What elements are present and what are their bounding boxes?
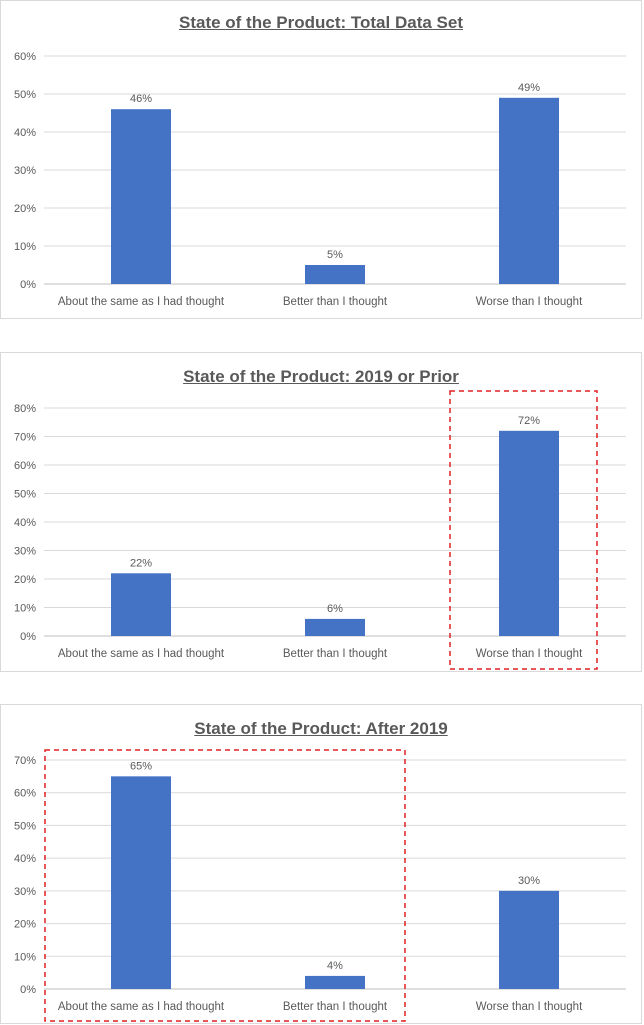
- y-tick-label: 20%: [14, 203, 36, 215]
- data-label: 22%: [130, 557, 152, 569]
- chart-title: State of the Product: After 2019: [194, 719, 448, 738]
- data-label: 4%: [327, 960, 343, 972]
- y-tick-label: 70%: [14, 755, 36, 767]
- y-tick-label: 70%: [14, 432, 36, 444]
- highlight-box: [449, 390, 598, 670]
- bar-2: [499, 97, 559, 284]
- data-label: 65%: [130, 760, 152, 772]
- y-tick-label: 30%: [14, 165, 36, 177]
- y-tick-label: 40%: [14, 517, 36, 529]
- y-tick-label: 60%: [14, 51, 36, 63]
- x-tick-label: About the same as I had thought: [58, 648, 225, 660]
- x-tick-label: Better than I thought: [283, 296, 388, 308]
- y-tick-label: 80%: [14, 403, 36, 415]
- chart-title: State of the Product: 2019 or Prior: [183, 367, 459, 386]
- x-tick-label: Better than I thought: [283, 648, 388, 660]
- bar-1: [305, 265, 365, 284]
- y-tick-label: 50%: [14, 489, 36, 501]
- y-tick-label: 40%: [14, 853, 36, 865]
- y-tick-label: 30%: [14, 546, 36, 558]
- bar-0: [111, 776, 171, 989]
- bar-2: [499, 430, 559, 636]
- y-tick-label: 10%: [14, 951, 36, 963]
- y-tick-label: 20%: [14, 919, 36, 931]
- bar-0: [111, 109, 171, 284]
- y-tick-label: 20%: [14, 574, 36, 586]
- bar-1: [305, 975, 365, 989]
- x-tick-label: About the same as I had thought: [58, 296, 225, 308]
- x-tick-label: Worse than I thought: [476, 648, 583, 660]
- data-label: 49%: [518, 82, 540, 94]
- y-tick-label: 0%: [20, 631, 36, 643]
- x-tick-label: Better than I thought: [283, 1001, 388, 1013]
- chart-panel-total: State of the Product: Total Data Set 0% 1…: [0, 0, 642, 319]
- highlight-box: [44, 749, 406, 1022]
- y-tick-label: 60%: [14, 460, 36, 472]
- x-tick-label: About the same as I had thought: [58, 1001, 225, 1013]
- y-tick-label: 40%: [14, 127, 36, 139]
- y-tick-label: 60%: [14, 788, 36, 800]
- bar-1: [305, 618, 365, 636]
- y-tick-label: 0%: [20, 984, 36, 996]
- chart-panel-2019-or-prior: State of the Product: 2019 or Prior 0% 10…: [0, 352, 642, 672]
- chart-title: State of the Product: Total Data Set: [179, 13, 463, 32]
- bar-0: [111, 573, 171, 636]
- data-label: 5%: [327, 249, 343, 261]
- chart-panel-after-2019: State of the Product: After 2019 0% 10% 20…: [0, 704, 642, 1024]
- y-tick-label: 10%: [14, 603, 36, 615]
- x-tick-label: Worse than I thought: [476, 296, 583, 308]
- chart-svg: 0% 10% 20% 30% 40% 50% 60% 70% 65% About the same…: [14, 749, 626, 1022]
- data-label: 6%: [327, 603, 343, 615]
- data-label: 72%: [518, 415, 540, 427]
- y-tick-label: 50%: [14, 820, 36, 832]
- y-tick-label: 0%: [20, 279, 36, 291]
- data-label: 46%: [130, 93, 152, 105]
- chart-svg: 0% 10% 20% 30% 40% 50% 60% 46% About the same as…: [14, 51, 626, 308]
- bar-2: [499, 890, 559, 989]
- y-tick-label: 10%: [14, 241, 36, 253]
- chart-svg: 0% 10% 20% 30% 40% 50% 60% 70% 80% 22% About the s…: [14, 390, 626, 670]
- y-tick-label: 30%: [14, 886, 36, 898]
- x-tick-label: Worse than I thought: [476, 1001, 583, 1013]
- y-tick-label: 50%: [14, 89, 36, 101]
- data-label: 30%: [518, 875, 540, 887]
